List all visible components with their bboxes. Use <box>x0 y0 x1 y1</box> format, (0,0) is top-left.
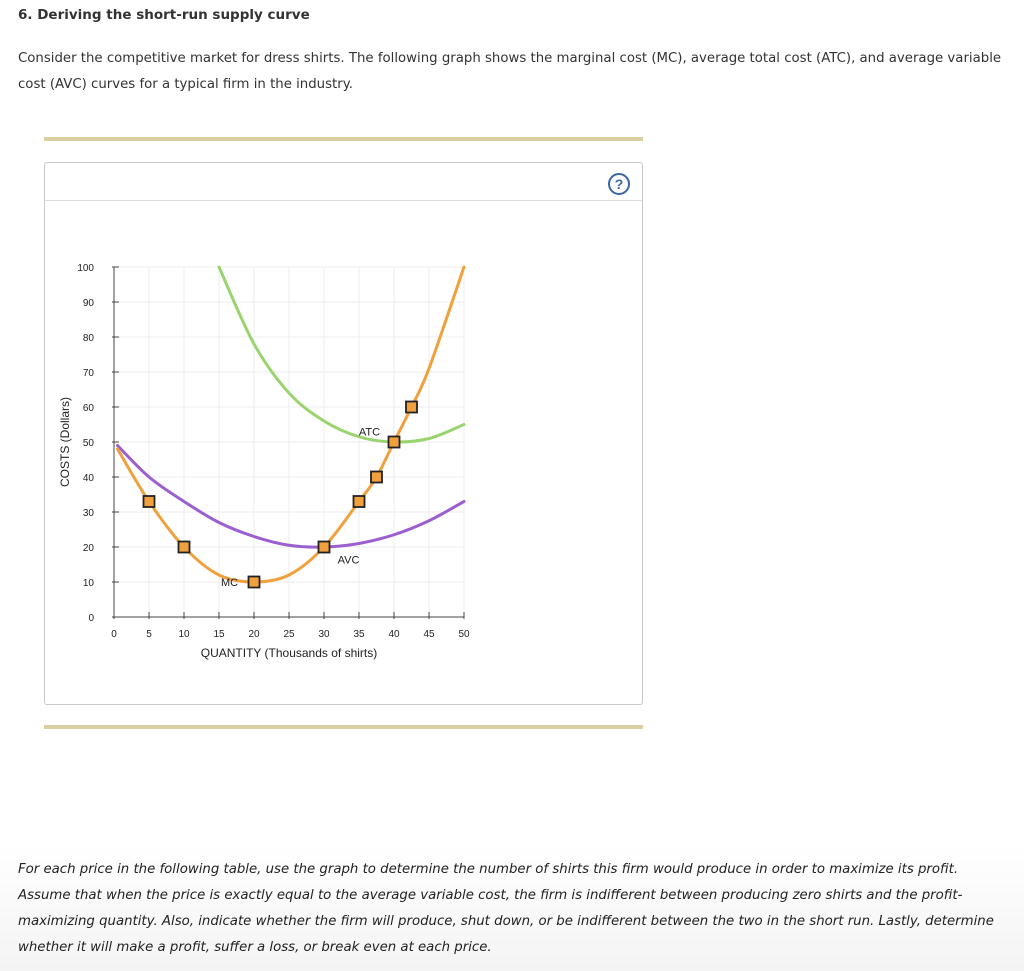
y-tick-label: 10 <box>83 578 95 589</box>
y-tick-label: 40 <box>83 473 95 484</box>
mc-point-marker <box>247 575 261 589</box>
curve-label-avc: AVC <box>338 554 360 566</box>
curve-label-mc: MC <box>221 577 238 589</box>
x-tick-label: 10 <box>178 629 190 640</box>
question-mark-icon[interactable]: ? <box>608 173 630 195</box>
x-tick-label: 20 <box>248 629 260 640</box>
x-tick-label: 45 <box>423 629 435 640</box>
x-tick-label: 5 <box>146 629 152 640</box>
y-tick-label: 50 <box>83 438 95 449</box>
cost-curves-chart: 0 10 20 30 40 50 60 70 80 90 100 0 5 10 15 20 25 30 35 40 45… <box>58 263 470 660</box>
mc-point-marker <box>370 470 383 484</box>
graph-panel: ? 0 10 20 30 40 50 60 70 80 90 100 0 5 10 15 20 25 30 35 40… <box>44 162 643 705</box>
x-axis-label: QUANTITY (Thousands of shirts) <box>201 646 378 660</box>
bottom-divider <box>44 725 643 729</box>
mc-point-marker <box>177 540 191 554</box>
x-tick-label: 30 <box>318 629 330 640</box>
curve-label-atc: ATC <box>359 427 380 439</box>
mc-point-marker <box>405 400 418 414</box>
x-tick-label: 25 <box>283 629 295 640</box>
instructions-text: For each price in the following table, u… <box>18 862 994 955</box>
mc-point-marker <box>142 495 156 508</box>
y-tick-label: 100 <box>77 263 94 274</box>
intro-text: Consider the competitive market for dres… <box>18 51 1002 92</box>
instructions-block: For each price in the following table, u… <box>0 842 1024 971</box>
x-tick-label: 0 <box>111 629 117 640</box>
series-mc-curve <box>116 265 466 584</box>
x-tick-label: 40 <box>388 629 400 640</box>
mc-point-marker <box>387 435 401 449</box>
mc-point-marker <box>352 495 366 508</box>
x-tick-label: 50 <box>458 629 470 640</box>
y-tick-label: 80 <box>83 333 95 344</box>
series-atc-curve <box>217 265 466 444</box>
y-tick-label: 30 <box>83 508 95 519</box>
graph-panel-header: ? <box>45 163 642 201</box>
x-tick-label: 15 <box>213 629 225 640</box>
y-tick-label: 0 <box>88 613 94 624</box>
question-title: 6. Deriving the short-run supply curve <box>18 7 310 23</box>
mc-point-marker <box>317 540 331 554</box>
y-tick-label: 60 <box>83 403 95 414</box>
y-tick-label: 90 <box>83 298 95 309</box>
y-tick-label: 70 <box>83 368 95 379</box>
y-axis-label: COSTS (Dollars) <box>58 397 72 487</box>
top-divider <box>44 137 643 141</box>
x-tick-label: 35 <box>353 629 365 640</box>
y-tick-label: 20 <box>83 543 95 554</box>
series-avc-curve <box>116 444 466 549</box>
